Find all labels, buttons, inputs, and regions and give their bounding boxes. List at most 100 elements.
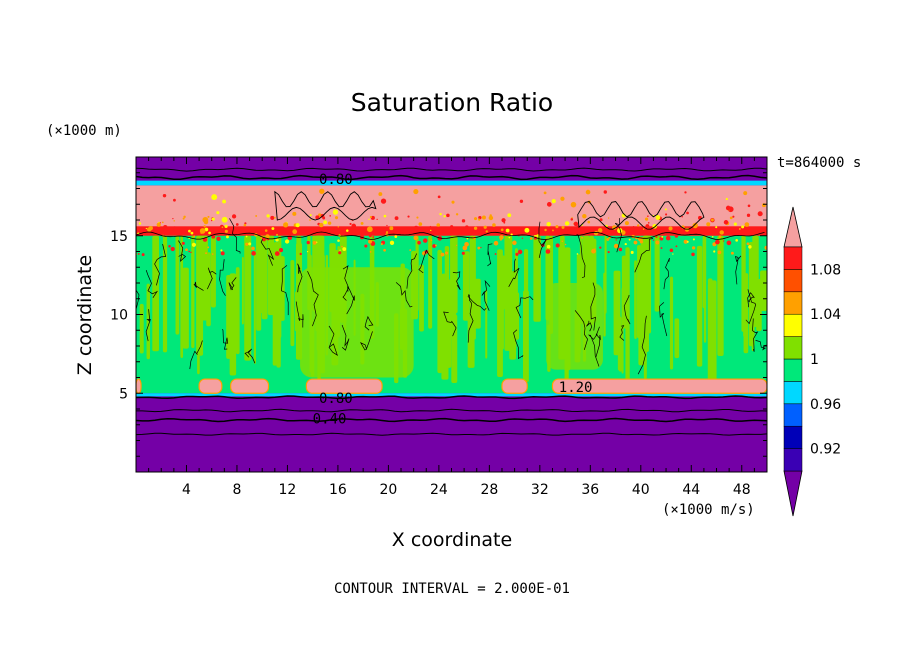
speckle bbox=[380, 198, 387, 204]
speckle bbox=[645, 224, 650, 228]
speckle bbox=[764, 245, 767, 250]
speckle bbox=[319, 222, 324, 228]
plume-streak bbox=[211, 235, 215, 306]
speckle bbox=[607, 217, 610, 219]
speckle bbox=[474, 217, 478, 221]
speckle bbox=[655, 235, 658, 238]
contour-squiggle bbox=[487, 243, 493, 267]
base-patch bbox=[551, 378, 767, 394]
speckle bbox=[369, 251, 372, 253]
speckle bbox=[499, 238, 503, 241]
speckle bbox=[564, 221, 570, 226]
speckle bbox=[710, 218, 714, 222]
speckle bbox=[204, 227, 209, 232]
plume-streak bbox=[290, 260, 295, 347]
speckle bbox=[685, 227, 690, 232]
speckle bbox=[380, 243, 383, 246]
contour-squiggle bbox=[341, 324, 350, 351]
contour-label: 0.40 bbox=[313, 411, 347, 427]
speckle bbox=[555, 225, 559, 229]
speckle bbox=[669, 248, 674, 253]
speckle bbox=[591, 248, 596, 254]
speckle bbox=[182, 217, 185, 220]
layer-edge-red bbox=[136, 226, 767, 236]
contour-squiggle bbox=[587, 333, 600, 367]
speckle bbox=[546, 202, 552, 207]
speckle bbox=[461, 219, 466, 223]
speckle bbox=[757, 211, 763, 217]
colorbar-band bbox=[783, 381, 803, 405]
y-tick-label: 15 bbox=[110, 229, 128, 245]
speckle bbox=[166, 228, 169, 232]
speckle bbox=[524, 227, 530, 233]
speckle bbox=[251, 251, 256, 256]
speckle bbox=[145, 227, 147, 230]
plume-streak bbox=[180, 235, 184, 359]
speckle bbox=[725, 197, 728, 201]
contour-squiggle bbox=[154, 243, 167, 286]
colorbar-band bbox=[783, 448, 803, 472]
speckle bbox=[341, 245, 343, 248]
plume-streak bbox=[502, 255, 505, 310]
speckle bbox=[585, 189, 591, 195]
colorbar-band bbox=[783, 425, 803, 449]
plume-streak bbox=[276, 290, 281, 368]
speckle bbox=[224, 224, 228, 228]
layer-transition-upper bbox=[136, 180, 767, 186]
contour-loop bbox=[274, 190, 377, 221]
speckle bbox=[329, 214, 331, 217]
speckle bbox=[224, 229, 228, 233]
colorbar-band bbox=[783, 246, 803, 270]
base-patch bbox=[230, 378, 270, 394]
contour-squiggle bbox=[574, 310, 588, 351]
speckle bbox=[245, 235, 248, 238]
speckle bbox=[570, 218, 574, 221]
base-patch bbox=[305, 378, 383, 394]
colorbar-tick-label: 1.08 bbox=[810, 262, 841, 278]
speckle bbox=[597, 228, 603, 233]
speckle bbox=[436, 223, 441, 227]
speckle bbox=[478, 216, 482, 220]
contour-squiggle bbox=[281, 265, 289, 316]
plume-streak bbox=[175, 235, 180, 335]
speckle bbox=[560, 196, 565, 201]
speckle bbox=[683, 239, 688, 244]
plume-streak bbox=[707, 278, 713, 382]
contour-squiggle bbox=[178, 240, 187, 262]
speckle bbox=[544, 228, 547, 232]
speckle bbox=[319, 188, 325, 194]
speckle bbox=[306, 240, 310, 245]
contour-squiggle bbox=[467, 294, 487, 311]
speckle bbox=[306, 251, 309, 253]
speckle bbox=[429, 225, 432, 228]
speckle bbox=[624, 242, 627, 246]
contour-squiggle bbox=[538, 221, 547, 258]
speckle bbox=[741, 225, 745, 229]
speckle bbox=[570, 201, 577, 208]
colorbar-band bbox=[783, 403, 803, 427]
speckle bbox=[481, 215, 486, 220]
plume-region bbox=[300, 267, 414, 378]
speckle bbox=[655, 215, 661, 220]
speckle bbox=[681, 215, 683, 218]
speckle bbox=[188, 229, 191, 233]
contour-squiggle bbox=[513, 329, 524, 360]
speckle bbox=[245, 242, 249, 246]
speckle bbox=[407, 215, 410, 218]
speckle bbox=[515, 252, 519, 256]
speckle bbox=[713, 250, 716, 253]
speckle bbox=[312, 241, 317, 245]
speckle bbox=[181, 241, 185, 245]
plume-streak bbox=[272, 253, 278, 366]
speckle bbox=[337, 239, 340, 242]
speckle bbox=[148, 226, 153, 231]
speckle bbox=[309, 219, 311, 221]
plume-streak bbox=[485, 289, 488, 359]
plume-region bbox=[546, 283, 603, 370]
speckle bbox=[394, 235, 398, 239]
plume-streak bbox=[450, 235, 458, 314]
plume-streak bbox=[741, 235, 745, 332]
contour-squiggle bbox=[586, 320, 593, 332]
speckle bbox=[493, 240, 499, 246]
speckle bbox=[284, 239, 290, 244]
